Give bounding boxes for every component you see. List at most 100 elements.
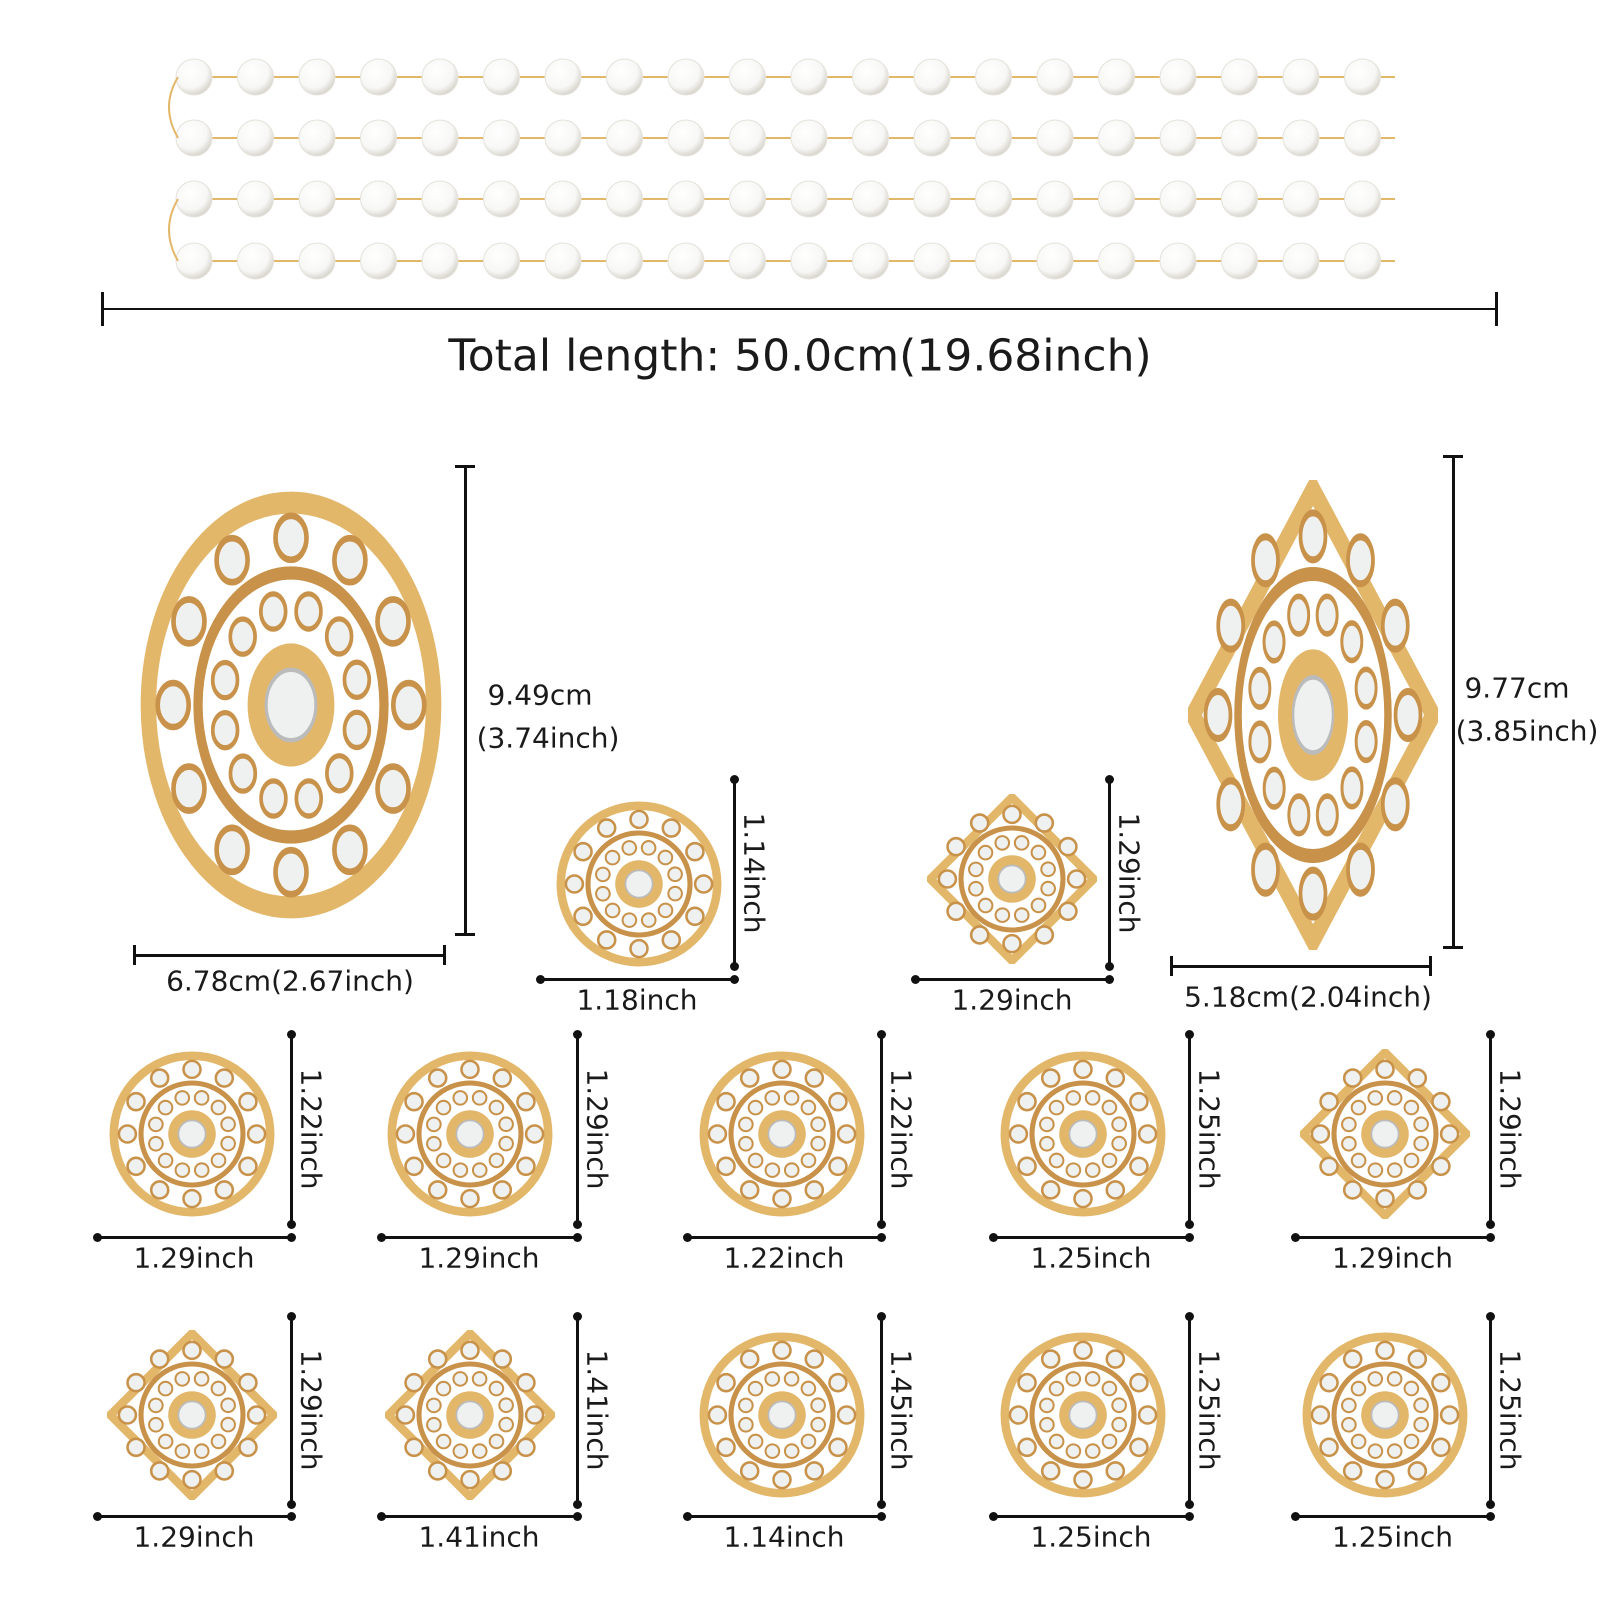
pearl	[175, 119, 213, 157]
pearl	[1159, 119, 1197, 157]
width-ruler	[133, 954, 445, 957]
ruler-end	[730, 975, 739, 984]
total-length-ruler	[102, 308, 1497, 310]
pearl	[1036, 119, 1074, 157]
ruler-end	[877, 1220, 886, 1229]
width-ruler	[915, 978, 1109, 981]
pearl	[237, 242, 274, 280]
pearl	[667, 180, 705, 218]
pearl	[175, 180, 213, 218]
pearl	[1036, 180, 1074, 218]
ruler-end	[377, 1512, 386, 1521]
ruler-end	[1185, 1233, 1194, 1242]
ruler-end	[1486, 1220, 1495, 1229]
pearl	[1159, 58, 1197, 96]
pearl	[1221, 58, 1258, 96]
small-brooch	[556, 801, 722, 967]
width-label: 1.29inch	[418, 1241, 540, 1275]
pearl	[421, 119, 459, 157]
ruler-end	[455, 465, 475, 468]
ruler-end	[877, 1512, 886, 1521]
pearl	[483, 119, 520, 157]
width-label: 1.25inch	[1030, 1241, 1152, 1275]
pearl	[1344, 119, 1381, 157]
height-label: 1.22inch	[294, 1068, 328, 1190]
width-label: 6.78cm(2.67inch)	[166, 964, 414, 998]
pearl	[544, 242, 582, 280]
pearl	[913, 58, 951, 96]
pearl	[298, 58, 336, 96]
ruler-end	[93, 1233, 102, 1242]
width-label: 1.29inch	[133, 1241, 255, 1275]
width-ruler	[381, 1236, 577, 1239]
height-label: 1.25inch	[1192, 1349, 1226, 1471]
pearl	[1098, 58, 1135, 96]
small-brooch	[385, 1330, 555, 1500]
height-ruler	[1108, 779, 1111, 966]
pearl	[790, 119, 828, 157]
pearl	[790, 180, 828, 218]
ruler-end	[683, 1512, 692, 1521]
pearl	[483, 180, 520, 218]
height-ruler	[576, 1316, 579, 1504]
pearl	[360, 180, 397, 218]
height-ruler	[880, 1316, 883, 1504]
small-brooch	[699, 1051, 865, 1217]
height-label: 1.29inch	[1112, 811, 1146, 934]
ruler-end	[911, 975, 920, 984]
width-label: 1.25inch	[1331, 1520, 1454, 1554]
ruler-end	[1105, 975, 1114, 984]
teardrop-crystal-brooch	[140, 491, 442, 919]
width-ruler	[97, 1515, 291, 1518]
height-ruler	[1452, 455, 1455, 948]
pearl	[1282, 180, 1320, 218]
pearl	[729, 58, 766, 96]
ruler-end	[1486, 1512, 1495, 1521]
pearl	[729, 242, 766, 280]
pearl	[298, 119, 336, 157]
pearl	[421, 242, 459, 280]
ruler-end	[877, 1030, 886, 1039]
ruler-end	[573, 1220, 582, 1229]
ruler-end	[133, 945, 136, 965]
pearl	[1344, 58, 1381, 96]
pearl	[667, 58, 705, 96]
ruler-end	[1486, 1500, 1495, 1509]
height-label-cm: 9.49cm	[487, 678, 593, 712]
width-ruler	[687, 1236, 881, 1239]
height-ruler	[464, 465, 467, 935]
width-label: 1.29inch	[951, 983, 1073, 1017]
pearl	[1036, 242, 1074, 280]
ruler-end	[101, 292, 104, 326]
ruler-end	[1185, 1030, 1194, 1039]
small-brooch	[107, 1330, 277, 1500]
ruler-end	[683, 1233, 692, 1242]
ruler-end	[573, 1233, 582, 1242]
ruler-end	[573, 1512, 582, 1521]
height-label: 1.29inch	[580, 1068, 614, 1190]
height-ruler	[1489, 1316, 1492, 1504]
width-label: 5.18cm(2.04inch)	[1184, 980, 1432, 1014]
ruler-end	[1105, 962, 1114, 971]
ruler-end	[1291, 1512, 1300, 1521]
height-ruler	[733, 779, 736, 966]
height-label: 1.29inch	[294, 1349, 328, 1471]
pearl	[913, 242, 951, 280]
pearl	[1282, 58, 1320, 96]
pearl	[1098, 119, 1135, 157]
ruler-end	[93, 1512, 102, 1521]
ruler-end	[1105, 775, 1114, 784]
pearl	[421, 58, 459, 96]
ruler-end	[1429, 956, 1432, 976]
pearl	[1098, 180, 1135, 218]
ruler-end	[1443, 455, 1463, 458]
small-brooch	[699, 1332, 865, 1498]
width-ruler	[993, 1515, 1189, 1518]
ruler-end	[877, 1312, 886, 1321]
pearl	[975, 58, 1012, 96]
pearl	[1098, 242, 1135, 280]
height-label: 1.41inch	[580, 1349, 614, 1471]
ruler-end	[377, 1233, 386, 1242]
ruler-end	[1486, 1233, 1495, 1242]
ruler-end	[287, 1220, 296, 1229]
